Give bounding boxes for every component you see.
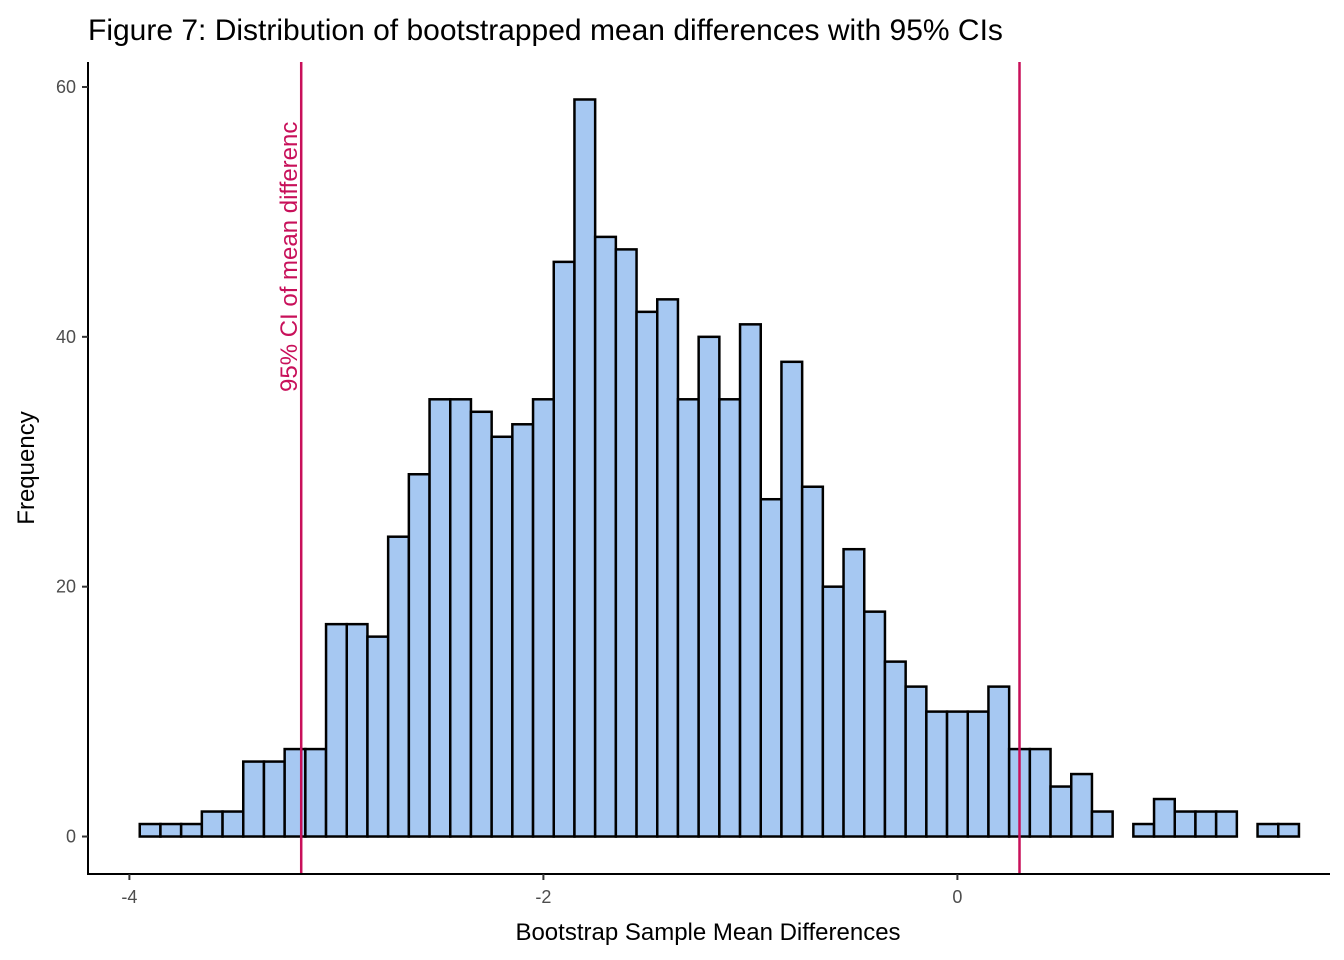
histogram-bar xyxy=(304,747,328,838)
histogram-bar xyxy=(428,398,452,838)
histogram-bar xyxy=(1277,822,1301,838)
histogram-bar xyxy=(883,660,907,838)
histogram-bar xyxy=(552,260,576,838)
ci-lines: 95% CI of mean differenc xyxy=(276,62,1021,874)
histogram-bar xyxy=(531,398,555,838)
histogram-bar xyxy=(904,685,928,838)
axes: 0 20 40 60 -4 -2 0 xyxy=(56,62,1330,907)
y-tick-label: 40 xyxy=(56,327,76,347)
histogram-bar xyxy=(345,622,369,838)
histogram-bar xyxy=(200,810,224,838)
histogram-bar xyxy=(324,622,348,838)
histogram-bar xyxy=(1132,822,1156,838)
histogram-bar xyxy=(490,435,514,838)
histogram-bar xyxy=(780,360,804,838)
histogram-bar xyxy=(718,398,742,838)
histogram-bar xyxy=(386,535,411,838)
x-tick-label: -4 xyxy=(121,887,137,907)
histogram-bar xyxy=(1152,797,1177,838)
histogram-bar xyxy=(656,298,680,838)
histogram-bar xyxy=(800,485,825,838)
histogram-bar xyxy=(138,822,162,838)
histogram-bar xyxy=(1090,810,1114,838)
y-tick-label: 20 xyxy=(56,577,76,597)
x-axis-title: Bootstrap Sample Mean Differences xyxy=(515,919,900,946)
histogram-bar xyxy=(469,410,493,838)
histogram-bar xyxy=(179,822,204,838)
histogram-bar xyxy=(1070,772,1094,838)
histogram-bar xyxy=(842,547,866,838)
histogram-bar xyxy=(511,423,535,838)
histogram-bar xyxy=(449,398,473,838)
histogram-bar xyxy=(593,235,618,838)
histogram-bar xyxy=(738,323,762,838)
y-tick-label: 60 xyxy=(56,77,76,97)
histogram-bar xyxy=(966,710,990,838)
ci-annotation: 95% CI of mean differenc xyxy=(276,122,303,392)
y-axis-title: Frequency xyxy=(13,411,40,524)
chart-title: Figure 7: Distribution of bootstrapped m… xyxy=(88,14,1003,47)
histogram-bar xyxy=(1256,822,1280,838)
x-tick-label: 0 xyxy=(952,887,962,907)
histogram-bar xyxy=(573,98,597,838)
histogram-bar xyxy=(925,710,949,838)
histogram-bar xyxy=(676,398,700,838)
histogram-bar xyxy=(407,472,431,838)
histogram-bar xyxy=(1173,810,1197,838)
histogram-bar xyxy=(242,760,266,838)
histogram-bar xyxy=(821,585,845,838)
histogram-bar xyxy=(1028,747,1052,838)
histogram-bar xyxy=(863,610,887,838)
histogram-bar xyxy=(1194,810,1218,838)
histogram-bar xyxy=(221,810,245,838)
histogram-bar xyxy=(366,635,390,838)
histogram-bar xyxy=(159,822,183,838)
histogram-bar xyxy=(987,685,1011,838)
histogram-bar xyxy=(1214,810,1239,838)
histogram-bars xyxy=(138,98,1301,838)
x-tick-label: -2 xyxy=(535,887,551,907)
histogram-bar xyxy=(945,710,969,838)
y-tick-label: 0 xyxy=(66,827,76,847)
histogram-bar xyxy=(614,248,638,838)
histogram-bar xyxy=(1049,785,1073,838)
histogram-bar xyxy=(262,760,286,838)
histogram-bar xyxy=(759,497,783,838)
histogram-bar xyxy=(635,310,659,838)
histogram-bar xyxy=(697,335,721,838)
